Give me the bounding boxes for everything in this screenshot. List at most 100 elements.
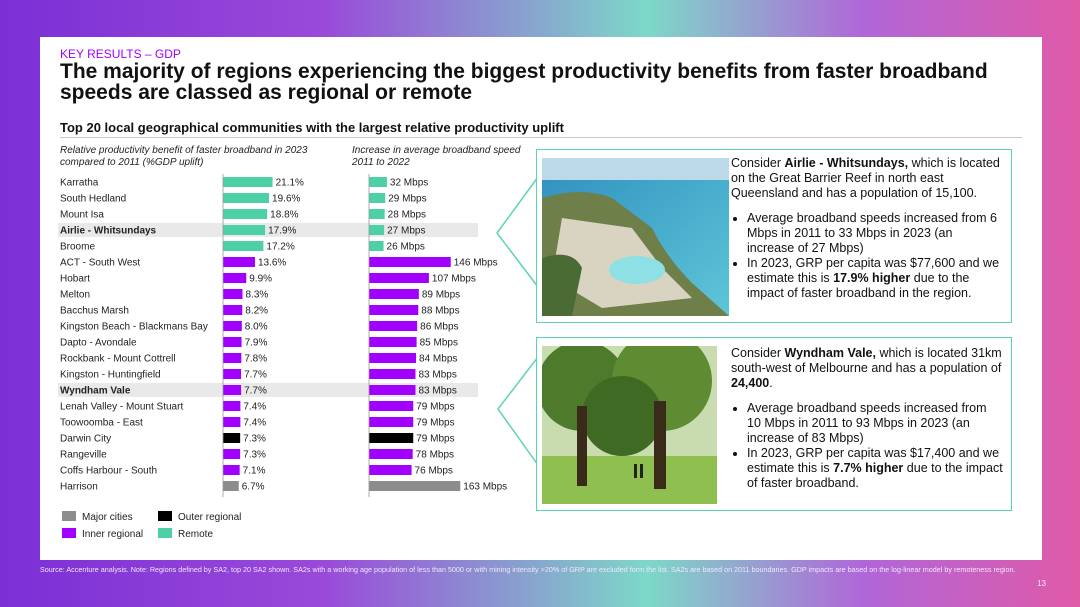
callout2-intro-post: which is located 31km south-west of Melb…	[731, 346, 1002, 375]
gdp-value-label: 8.3%	[246, 290, 269, 301]
callout2-b2-post: due to the impact of faster broadband.	[747, 461, 1003, 490]
callout1-bullet-1: Average broadband speeds increased from …	[747, 211, 1003, 256]
speed-bar	[369, 449, 413, 459]
callout2-pointer	[497, 356, 539, 466]
speed-value-label: 29 Mbps	[388, 194, 426, 205]
category-label: Broome	[60, 242, 95, 253]
callout1-b2-post: due to the impact of faster broadband in…	[747, 271, 972, 300]
callout1-intro-post: which is located on the Great Barrier Re…	[731, 156, 1000, 200]
speed-value-label: 146 Mbps	[454, 258, 498, 269]
gdp-bar	[223, 257, 255, 267]
gdp-value-label: 17.9%	[268, 226, 296, 237]
gdp-value-label: 7.8%	[244, 354, 267, 365]
gdp-bar	[223, 289, 243, 299]
divider	[60, 137, 1022, 138]
legend-inner-swatch	[62, 528, 76, 538]
speed-value-label: 107 Mbps	[432, 274, 476, 285]
category-label: Melton	[60, 290, 90, 301]
callout-wyndham: Consider Wyndham Vale, which is located …	[536, 337, 1012, 511]
speed-bar	[369, 353, 417, 363]
speed-bar	[369, 177, 387, 187]
speed-bar	[369, 305, 419, 315]
gdp-value-label: 7.3%	[243, 450, 266, 461]
gdp-bar	[223, 369, 242, 379]
gdp-value-label: 21.1%	[276, 178, 304, 189]
legend-outer: Outer regional	[158, 511, 241, 523]
gdp-value-label: 18.8%	[270, 210, 298, 221]
speed-value-label: 79 Mbps	[416, 434, 454, 445]
category-label: Rockbank - Mount Cottrell	[60, 354, 176, 365]
legend-major: Major cities	[62, 511, 133, 523]
content-card: KEY RESULTS – GDP The majority of region…	[40, 37, 1042, 560]
wyndham-photo	[542, 346, 717, 504]
speed-bar	[369, 321, 418, 331]
category-label: Kingston - Huntingfield	[60, 370, 161, 381]
callout1-b2-pre: In 2023, GRP per capita was $77,600 and …	[747, 256, 1000, 285]
callout-pointers	[496, 176, 539, 466]
speed-value-label: 27 Mbps	[387, 226, 425, 237]
gdp-value-label: 7.1%	[243, 466, 266, 477]
speed-bar	[369, 369, 416, 379]
gdp-bar	[223, 193, 270, 203]
gdp-bar	[223, 273, 247, 283]
legend-remote: Remote	[158, 528, 213, 540]
page-number: 13	[1037, 579, 1046, 588]
category-label: Rangeville	[60, 450, 107, 461]
chart-subtitle: Top 20 local geographical communities wi…	[60, 120, 564, 135]
legend-remote-label: Remote	[178, 529, 214, 540]
bar-chart: Karratha 21.1% 32 Mbps South Hedland 19.6% 29…	[58, 174, 507, 497]
speed-column-header: Increase in average broadband speed 2011…	[352, 145, 521, 168]
speed-value-label: 79 Mbps	[416, 418, 454, 429]
gdp-bar	[223, 433, 241, 443]
gdp-bar	[223, 177, 273, 187]
gdp-bar	[223, 225, 266, 235]
speed-value-label: 83 Mbps	[418, 370, 456, 381]
category-label: Hobart	[60, 274, 90, 285]
gdp-value-label: 19.6%	[272, 194, 300, 205]
gdp-bar	[223, 305, 243, 315]
speed-value-label: 26 Mbps	[387, 242, 425, 253]
gdp-bar	[223, 241, 264, 251]
section-kicker: KEY RESULTS – GDP	[60, 47, 181, 61]
callout2-bullet-1: Average broadband speeds increased from …	[747, 401, 1003, 446]
legend-major-label: Major cities	[82, 512, 133, 523]
speed-bar	[369, 273, 429, 283]
speed-bar	[369, 241, 384, 251]
gdp-value-label: 7.4%	[243, 402, 266, 413]
gdp-bar	[223, 449, 241, 459]
speed-bar	[369, 465, 412, 475]
callout2-text: Consider Wyndham Vale, which is located …	[731, 346, 1003, 491]
gdp-value-label: 6.7%	[242, 482, 265, 493]
callout2-intro-bold: Wyndham Vale,	[784, 346, 876, 360]
speed-bar	[369, 289, 419, 299]
gdp-value-label: 8.2%	[245, 306, 268, 317]
speed-bar	[369, 337, 417, 347]
category-label: Wyndham Vale	[60, 386, 131, 397]
gdp-value-label: 7.7%	[244, 370, 267, 381]
callout1-intro-bold: Airlie - Whitsundays,	[784, 156, 909, 170]
speed-bar	[369, 417, 414, 427]
speed-bar	[369, 225, 385, 235]
gdp-bar	[223, 401, 241, 411]
callout1-text: Consider Airlie - Whitsundays, which is …	[731, 156, 1003, 301]
page-title: The majority of regions experiencing the…	[60, 60, 988, 104]
callout1-bullet-2: In 2023, GRP per capita was $77,600 and …	[747, 256, 1003, 301]
gdp-value-label: 7.4%	[243, 418, 266, 429]
speed-value-label: 163 Mbps	[463, 482, 507, 493]
gdp-value-label: 7.9%	[245, 338, 268, 349]
speed-value-label: 85 Mbps	[420, 338, 458, 349]
airlie-photo	[542, 158, 729, 316]
gdp-value-label: 7.3%	[243, 434, 266, 445]
category-label: Darwin City	[60, 434, 111, 445]
speed-value-label: 28 Mbps	[388, 210, 426, 221]
category-label: ACT - South West	[60, 258, 140, 269]
callout2-bullet-2: In 2023, GRP per capita was $17,400 and …	[747, 446, 1003, 491]
speed-value-label: 76 Mbps	[415, 466, 453, 477]
legend-major-swatch	[62, 511, 76, 521]
legend-outer-swatch	[158, 511, 172, 521]
speed-bar	[369, 193, 386, 203]
gdp-value-label: 17.2%	[266, 242, 294, 253]
callout1-pointer	[496, 176, 539, 288]
legend-remote-swatch	[158, 528, 172, 538]
gdp-bar	[223, 465, 240, 475]
